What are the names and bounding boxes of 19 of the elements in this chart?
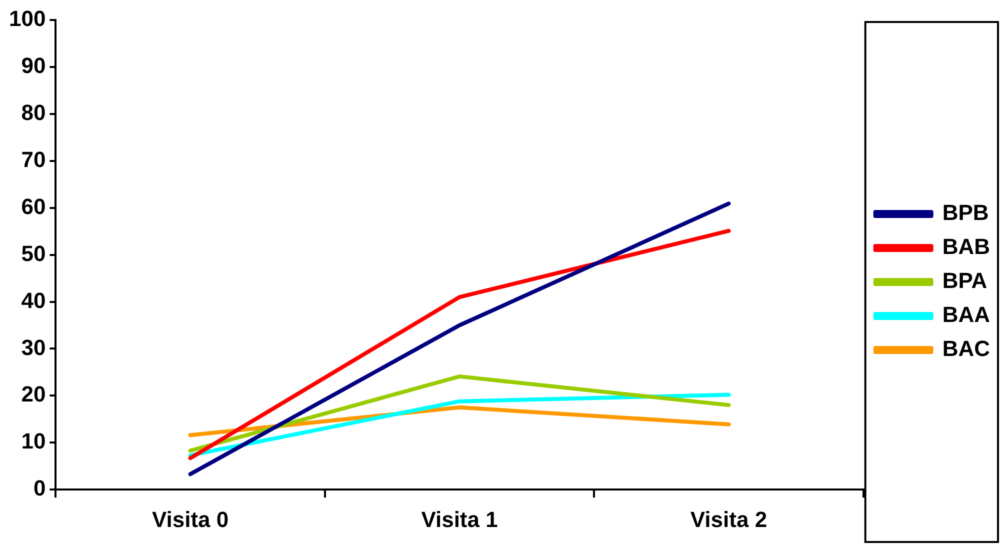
y-tick-label: 70 — [21, 146, 46, 172]
y-tick-label: 20 — [21, 382, 46, 407]
y-tick-label: 50 — [21, 240, 46, 266]
y-tick-label: 40 — [21, 288, 46, 313]
x-tick-label: Visita 1 — [421, 506, 498, 532]
legend-label: BAA — [942, 302, 990, 328]
legend-label: BPB — [942, 200, 989, 226]
legend-label: BAB — [942, 234, 990, 260]
x-tick-label: Visita 0 — [152, 506, 229, 532]
legend-label: BPA — [942, 268, 988, 294]
y-tick-label: 90 — [21, 53, 46, 78]
y-tick-label: 30 — [21, 334, 46, 360]
y-tick-label: 100 — [8, 6, 46, 32]
y-tick-label: 0 — [33, 476, 46, 501]
y-tick-label: 10 — [21, 428, 46, 454]
x-tick-label: Visita 2 — [690, 506, 768, 532]
y-tick-label: 60 — [21, 194, 46, 219]
y-tick-label: 80 — [21, 100, 46, 125]
legend-label: BAC — [942, 336, 990, 362]
